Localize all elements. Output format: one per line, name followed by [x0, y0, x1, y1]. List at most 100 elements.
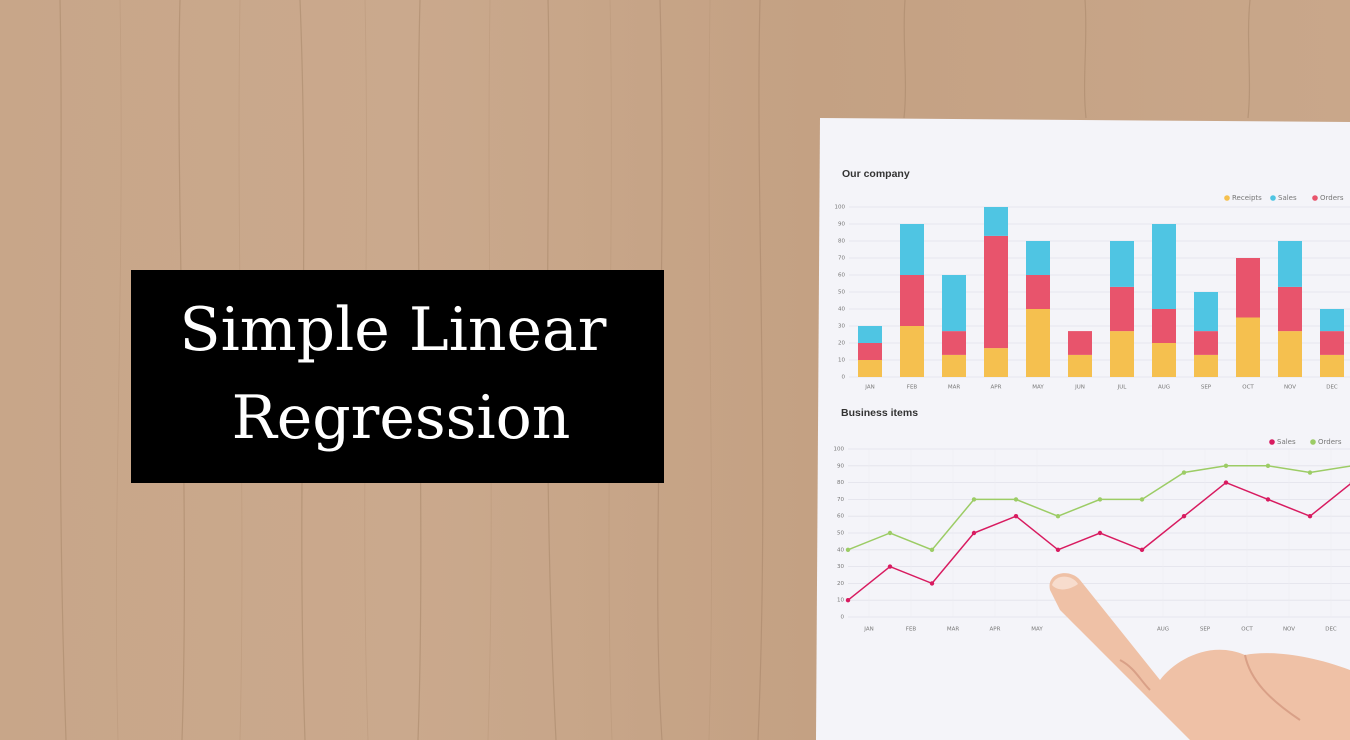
bar-segment [1278, 286, 1302, 332]
bar-segment [1236, 258, 1260, 318]
y-tick-label: 40 [838, 307, 845, 313]
x-tick-label: JAN [863, 627, 873, 633]
y-tick-label: 100 [835, 205, 846, 211]
bar-segment [942, 275, 966, 332]
y-tick-label: 40 [837, 547, 844, 553]
x-tick-label: NOV [1283, 627, 1295, 633]
x-tick-label: AUG [1157, 627, 1169, 633]
banner-line: Regression [232, 383, 571, 453]
bar-segment [1068, 354, 1092, 377]
point [1013, 497, 1019, 502]
bar-segment [1320, 331, 1344, 355]
bar-segment [858, 360, 882, 377]
bar-segment [1278, 331, 1302, 377]
bar-segment [984, 235, 1008, 349]
bar-segment [1152, 224, 1176, 309]
legend-swatch [1269, 439, 1275, 445]
x-tick-label: OCT [1241, 627, 1253, 633]
hand [1049, 573, 1350, 740]
x-tick-label: DEC [1325, 627, 1337, 633]
point [1055, 547, 1061, 552]
point [1307, 514, 1313, 519]
point [1181, 470, 1187, 475]
point [1097, 530, 1103, 536]
point [971, 530, 977, 536]
x-tick-label: APR [991, 385, 1002, 391]
point [1307, 470, 1313, 475]
y-tick-label: 60 [837, 514, 844, 520]
point [1223, 463, 1229, 468]
point [887, 564, 893, 569]
point [1223, 480, 1229, 485]
point [887, 530, 893, 536]
legend-label: Receipts [1232, 194, 1262, 202]
bar-segment [1152, 343, 1176, 377]
x-tick-label: MAY [1032, 385, 1044, 391]
x-tick-label: APR [990, 627, 1001, 633]
legend-label: Sales [1278, 194, 1297, 202]
point [1013, 514, 1019, 519]
x-tick-label: AUG [1158, 385, 1170, 391]
y-tick-label: 20 [837, 581, 844, 587]
legend-swatch [1310, 439, 1316, 445]
legend-label: Sales [1277, 438, 1296, 446]
bar-segment [942, 331, 966, 355]
x-tick-label: JAN [864, 385, 874, 391]
chart-title: Our company [842, 168, 910, 180]
point [1139, 497, 1145, 502]
bar-segment [1068, 331, 1092, 355]
legend-swatch [1312, 195, 1318, 201]
y-tick-label: 80 [837, 480, 844, 486]
point [1097, 497, 1103, 502]
bar-segment [1194, 354, 1218, 377]
y-tick-label: 50 [838, 290, 845, 296]
chart-title: Business items [841, 407, 918, 419]
bar-segment [984, 348, 1008, 377]
x-tick-label: OCT [1242, 385, 1254, 391]
y-tick-label: 100 [834, 447, 845, 453]
legend-label: Orders [1320, 194, 1344, 202]
y-tick-label: 0 [841, 615, 845, 621]
point [1181, 514, 1187, 519]
x-tick-label: SEP [1200, 627, 1211, 633]
point [971, 497, 977, 502]
y-tick-label: 70 [837, 497, 844, 503]
point [929, 547, 935, 552]
charts: Our company0102030405060708090100Receipt… [834, 168, 1350, 633]
bar-segment [984, 207, 1008, 236]
bar-segment [1110, 286, 1134, 332]
bar-segment [942, 354, 966, 377]
bar-segment [1236, 317, 1260, 377]
point [845, 598, 851, 603]
legend-swatch [1270, 195, 1276, 201]
bar-segment [1194, 331, 1218, 355]
point [845, 547, 851, 552]
y-tick-label: 20 [838, 341, 845, 347]
banner-line: Simple Linear [179, 295, 606, 365]
bar-segment [858, 326, 882, 343]
bar-segment [1026, 275, 1050, 309]
x-tick-label: MAY [1031, 627, 1043, 633]
point [1265, 497, 1271, 502]
y-tick-label: 70 [838, 256, 845, 262]
y-tick-label: 30 [838, 324, 845, 330]
bar-segment [1320, 309, 1344, 332]
bar-segment [1278, 241, 1302, 287]
bar-segment [900, 326, 924, 377]
x-tick-label: JUN [1074, 385, 1085, 391]
point [929, 581, 935, 586]
bar-segment [1320, 354, 1344, 377]
legend-swatch [1224, 195, 1230, 201]
legend-label: Orders [1318, 438, 1342, 446]
x-tick-label: SEP [1201, 385, 1212, 391]
bar-segment [1026, 309, 1050, 377]
title-box [131, 270, 664, 483]
x-tick-label: NOV [1284, 385, 1296, 391]
y-tick-label: 90 [838, 222, 845, 228]
point [1139, 547, 1145, 552]
x-tick-label: MAR [948, 385, 961, 391]
y-tick-label: 60 [838, 273, 845, 279]
x-tick-label: FEB [906, 627, 917, 633]
